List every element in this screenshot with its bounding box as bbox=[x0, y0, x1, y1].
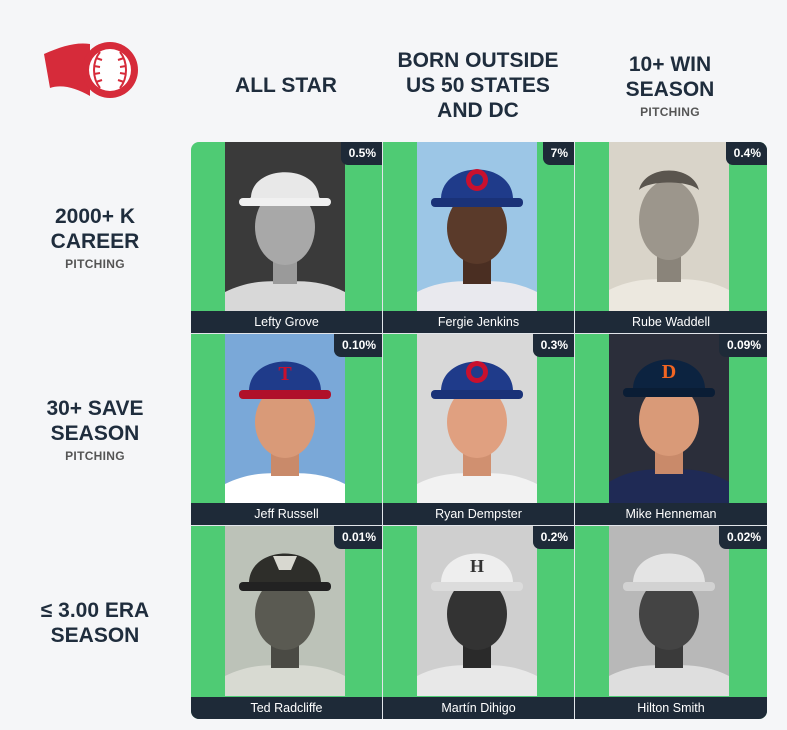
grid-cell-2-1[interactable]: T 0.10% Jeff Russell bbox=[191, 334, 382, 525]
rarity-percent-badge: 0.10% bbox=[333, 334, 382, 357]
rarity-percent-badge: 0.4% bbox=[725, 142, 767, 165]
player-photo bbox=[609, 526, 729, 696]
player-name-label: Rube Waddell bbox=[575, 311, 767, 333]
grid-cell-3-3[interactable]: 0.02% Hilton Smith bbox=[575, 526, 767, 719]
grid-cell-1-1[interactable]: 0.5% Lefty Grove bbox=[191, 142, 382, 333]
row-header-title: 30+ SAVE SEASON bbox=[46, 397, 144, 445]
player-name-label: Jeff Russell bbox=[191, 503, 382, 525]
grid-cell-2-2[interactable]: 0.3% Ryan Dempster bbox=[383, 334, 574, 525]
player-name-label: Fergie Jenkins bbox=[383, 311, 574, 333]
svg-text:T: T bbox=[278, 363, 292, 385]
column-header-title: 10+ WIN SEASON bbox=[625, 52, 715, 101]
grid-cell-3-2[interactable]: H 0.2% Martín Dihigo bbox=[383, 526, 574, 719]
grid-cell-1-2[interactable]: 7% Fergie Jenkins bbox=[383, 142, 574, 333]
svg-text:H: H bbox=[470, 556, 484, 576]
grid-cell-3-1[interactable]: 0.01% Ted Radcliffe bbox=[191, 526, 382, 719]
rarity-percent-badge: 0.2% bbox=[532, 526, 574, 549]
row-header-3: ≤ 3.00 ERA SEASON bbox=[0, 526, 190, 719]
grid-cell-1-3[interactable]: 0.4% Rube Waddell bbox=[575, 142, 767, 333]
player-name-label: Ted Radcliffe bbox=[191, 697, 382, 719]
svg-text:D: D bbox=[662, 361, 676, 383]
rarity-percent-badge: 7% bbox=[542, 142, 574, 165]
column-header-1: ALL STAR bbox=[191, 30, 381, 140]
baseball-logo-icon[interactable] bbox=[42, 36, 138, 104]
row-header-subtitle: PITCHING bbox=[65, 257, 125, 271]
rarity-percent-badge: 0.5% bbox=[340, 142, 382, 165]
row-header-2: 30+ SAVE SEASON PITCHING bbox=[0, 334, 190, 525]
row-header-title: 2000+ K CAREER bbox=[50, 205, 140, 253]
rarity-percent-badge: 0.09% bbox=[718, 334, 767, 357]
player-photo bbox=[225, 526, 345, 696]
answer-grid: 0.5% Lefty Grove 7% Fergie Jenkins bbox=[191, 142, 767, 719]
player-name-label: Mike Henneman bbox=[575, 503, 767, 525]
rarity-percent-badge: 0.02% bbox=[718, 526, 767, 549]
column-header-title: BORN OUTSIDE US 50 STATES AND DC bbox=[397, 48, 559, 122]
rarity-percent-badge: 0.3% bbox=[532, 334, 574, 357]
player-photo: H bbox=[417, 526, 537, 696]
player-photo: D bbox=[609, 334, 729, 504]
column-header-title: ALL STAR bbox=[235, 73, 337, 97]
row-header-title: ≤ 3.00 ERA SEASON bbox=[40, 598, 150, 647]
player-photo bbox=[609, 142, 729, 312]
column-header-2: BORN OUTSIDE US 50 STATES AND DC bbox=[383, 30, 573, 140]
player-photo bbox=[417, 142, 537, 312]
row-header-subtitle: PITCHING bbox=[65, 449, 125, 463]
rarity-percent-badge: 0.01% bbox=[333, 526, 382, 549]
player-photo bbox=[225, 142, 345, 312]
column-header-subtitle: PITCHING bbox=[640, 104, 700, 119]
player-name-label: Martín Dihigo bbox=[383, 697, 574, 719]
player-name-label: Hilton Smith bbox=[575, 697, 767, 719]
player-name-label: Ryan Dempster bbox=[383, 503, 574, 525]
grid-cell-2-3[interactable]: D 0.09% Mike Henneman bbox=[575, 334, 767, 525]
row-header-1: 2000+ K CAREER PITCHING bbox=[0, 142, 190, 333]
player-photo: T bbox=[225, 334, 345, 504]
column-header-3: 10+ WIN SEASON PITCHING bbox=[575, 30, 765, 140]
player-photo bbox=[417, 334, 537, 504]
player-name-label: Lefty Grove bbox=[191, 311, 382, 333]
